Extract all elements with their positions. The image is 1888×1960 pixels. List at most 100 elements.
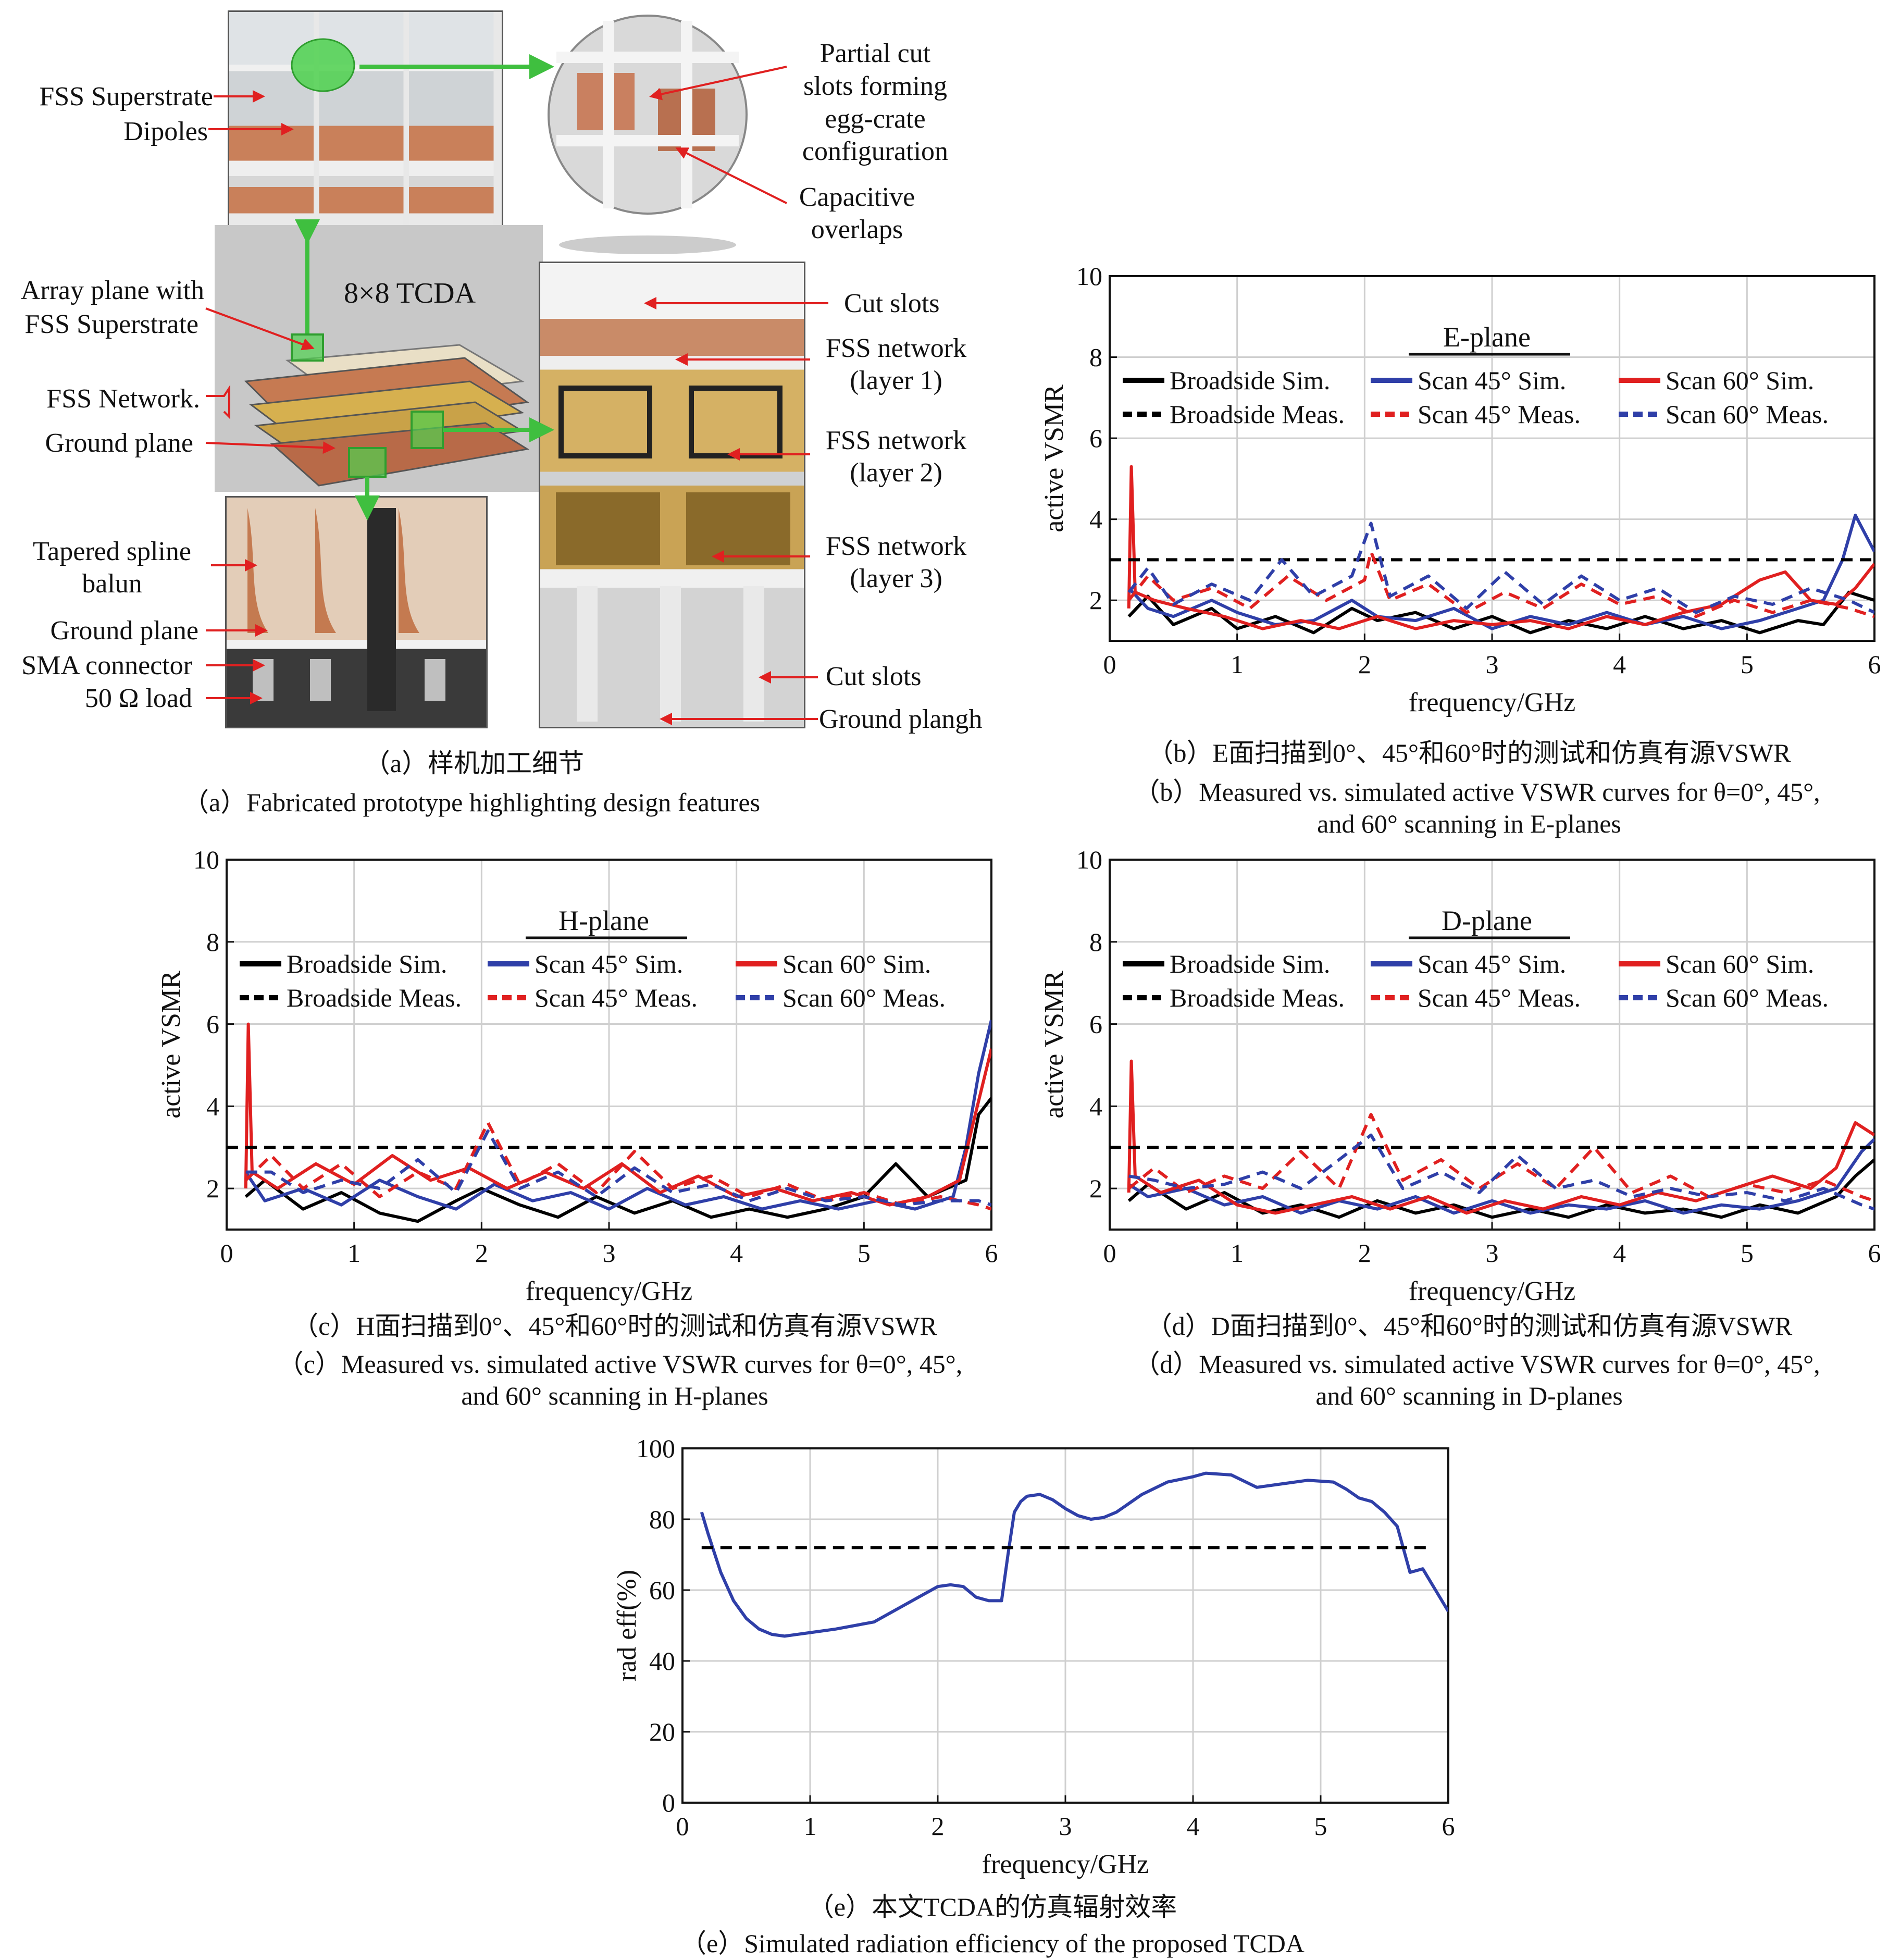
- photo-fss-layers: [539, 262, 805, 728]
- series-line: [1128, 1138, 1874, 1215]
- chart-c-h-plane: 0 1 2 3 4 5 6 2 4 6 8 10 frequency/GHz active VSMR H-p…: [156, 845, 998, 1306]
- callout-partial-cut-3: egg-crate: [825, 104, 926, 134]
- y-tick-label: 8: [206, 927, 219, 957]
- x-tick-label: 0: [220, 1238, 233, 1268]
- array-label: 8×8 TCDA: [344, 277, 476, 309]
- y-tick-label: 80: [649, 1505, 675, 1534]
- y-tick-label: 0: [662, 1788, 675, 1817]
- red-callout-arrows: [205, 66, 828, 725]
- callout-partial-cut-1: Partial cut: [819, 39, 931, 68]
- series-line: [245, 1129, 991, 1207]
- caption-b-cn: （b）E面扫描到0°、45°和60°时的测试和仿真有源VSWR: [1147, 738, 1791, 767]
- callout-ground-plane-2: Ground plane: [50, 616, 198, 646]
- legend-label: Scan 60° Sim.: [782, 949, 931, 978]
- photo-balun: [225, 496, 488, 728]
- x-tick-label: 3: [1486, 650, 1499, 679]
- series-line: [1127, 513, 1874, 630]
- x-tick-label: 4: [1613, 1238, 1626, 1268]
- caption-a-en: （a）Fabricated prototype highlighting des…: [182, 788, 761, 817]
- green-arrows: [291, 54, 554, 520]
- caption-b-en2: and 60° scanning in E-planes: [1317, 809, 1621, 838]
- legend-label: Scan 60° Sim.: [1666, 949, 1814, 978]
- caption-d-cn: （d）D面扫描到0°、45°和60°时的测试和仿真有源VSWR: [1146, 1311, 1793, 1341]
- series-line: [1128, 1133, 1874, 1211]
- legend-label: Broadside Meas.: [1170, 983, 1345, 1012]
- series-line: [1127, 522, 1874, 614]
- y-tick-label: 10: [193, 845, 219, 874]
- x-tick-label: 6: [1868, 1238, 1881, 1268]
- series-line: [1127, 465, 1874, 630]
- x-tick-label: 1: [347, 1238, 361, 1268]
- legend-label: Scan 45° Sim.: [535, 949, 683, 978]
- caption-e-cn: （e）本文TCDA的仿真辐射效率: [808, 1892, 1177, 1921]
- callout-partial-cut-2: slots forming: [803, 71, 947, 101]
- x-tick-label: 5: [1314, 1812, 1327, 1841]
- y-tick-label: 4: [1089, 505, 1102, 534]
- callout-ground-plangh: Ground plangh: [819, 704, 983, 734]
- legend-label: Scan 45° Sim.: [1418, 949, 1566, 978]
- y-tick-label: 60: [649, 1576, 675, 1605]
- y-tick-label: 4: [206, 1091, 219, 1121]
- y-tick-label: 40: [649, 1646, 675, 1676]
- x-axis-label: frequency/GHz: [1409, 688, 1576, 717]
- x-tick-label: 2: [1358, 1238, 1371, 1268]
- legend-label: Scan 60° Meas.: [782, 983, 946, 1012]
- callout-dipoles: Dipoles: [123, 117, 208, 146]
- x-tick-label: 1: [1231, 1238, 1244, 1268]
- series-line: [244, 1121, 991, 1211]
- y-tick-label: 2: [1089, 1174, 1102, 1203]
- x-tick-label: 2: [475, 1238, 488, 1268]
- y-tick-label: 100: [636, 1434, 675, 1463]
- callout-array-plane-1: Array plane with: [20, 276, 204, 305]
- caption-a-cn: （a）样机加工细节: [364, 749, 585, 778]
- legend-label: Scan 60° Meas.: [1666, 400, 1829, 429]
- callout-sma-connector: SMA connector: [21, 651, 192, 680]
- legend-label: Scan 45° Sim.: [1418, 366, 1566, 395]
- callout-fss-layer3-a: FSS network: [825, 531, 967, 561]
- balun-illustration: [247, 508, 445, 711]
- x-axis-label: frequency/GHz: [526, 1276, 693, 1306]
- y-tick-label: 10: [1076, 262, 1102, 291]
- callout-fss-layer3-b: (layer 3): [850, 564, 942, 593]
- callout-cut-slots-bottom: Cut slots: [826, 662, 922, 691]
- legend-label: Broadside Sim.: [287, 949, 447, 978]
- callout-capacitive-2: overlaps: [811, 215, 903, 244]
- callout-cut-slots-top: Cut slots: [844, 289, 940, 318]
- x-tick-label: 5: [1741, 650, 1754, 679]
- chart-title: E-plane: [1443, 321, 1531, 353]
- callout-fss-layer2-a: FSS network: [825, 426, 967, 455]
- x-tick-label: 5: [858, 1238, 871, 1268]
- series-line: [1127, 1158, 1874, 1219]
- series-line: [1127, 1059, 1874, 1215]
- x-tick-label: 5: [1741, 1238, 1754, 1268]
- chart-title: H-plane: [558, 905, 649, 936]
- caption-c-cn: （c）H面扫描到0°、45°和60°时的测试和仿真有源VSWR: [292, 1311, 937, 1341]
- y-tick-label: 8: [1089, 343, 1102, 372]
- x-tick-label: 1: [804, 1812, 817, 1841]
- y-tick-label: 10: [1076, 845, 1102, 874]
- y-tick-label: 2: [206, 1174, 219, 1203]
- callout-50-ohm-load: 50 Ω load: [84, 684, 192, 713]
- callout-fss-layer1-b: (layer 1): [850, 366, 942, 395]
- legend-label: Broadside Meas.: [287, 983, 462, 1012]
- y-tick-label: 4: [1089, 1091, 1102, 1121]
- legend-label: Broadside Sim.: [1170, 949, 1330, 978]
- series-line: [244, 1022, 991, 1207]
- legend-label: Scan 45° Meas.: [1418, 983, 1581, 1012]
- legend-label: Broadside Meas.: [1170, 400, 1345, 429]
- callout-fss-layer1-a: FSS network: [825, 333, 967, 363]
- caption-c-en1: （c）Measured vs. simulated active VSWR cu…: [277, 1349, 963, 1379]
- y-tick-label: 2: [1089, 586, 1102, 615]
- photo-zoom-circle: [548, 15, 748, 254]
- x-axis-label: frequency/GHz: [1409, 1276, 1576, 1306]
- y-tick-label: 8: [1089, 927, 1102, 957]
- caption-c-en2: and 60° scanning in H-planes: [461, 1381, 768, 1410]
- callout-fss-network: FSS Network.: [46, 384, 200, 414]
- x-tick-label: 4: [1187, 1812, 1200, 1841]
- callout-balun: balun: [82, 569, 142, 599]
- x-tick-label: 2: [931, 1812, 945, 1841]
- photo-superstrate-grid: [228, 10, 503, 232]
- series-line: [244, 1020, 991, 1211]
